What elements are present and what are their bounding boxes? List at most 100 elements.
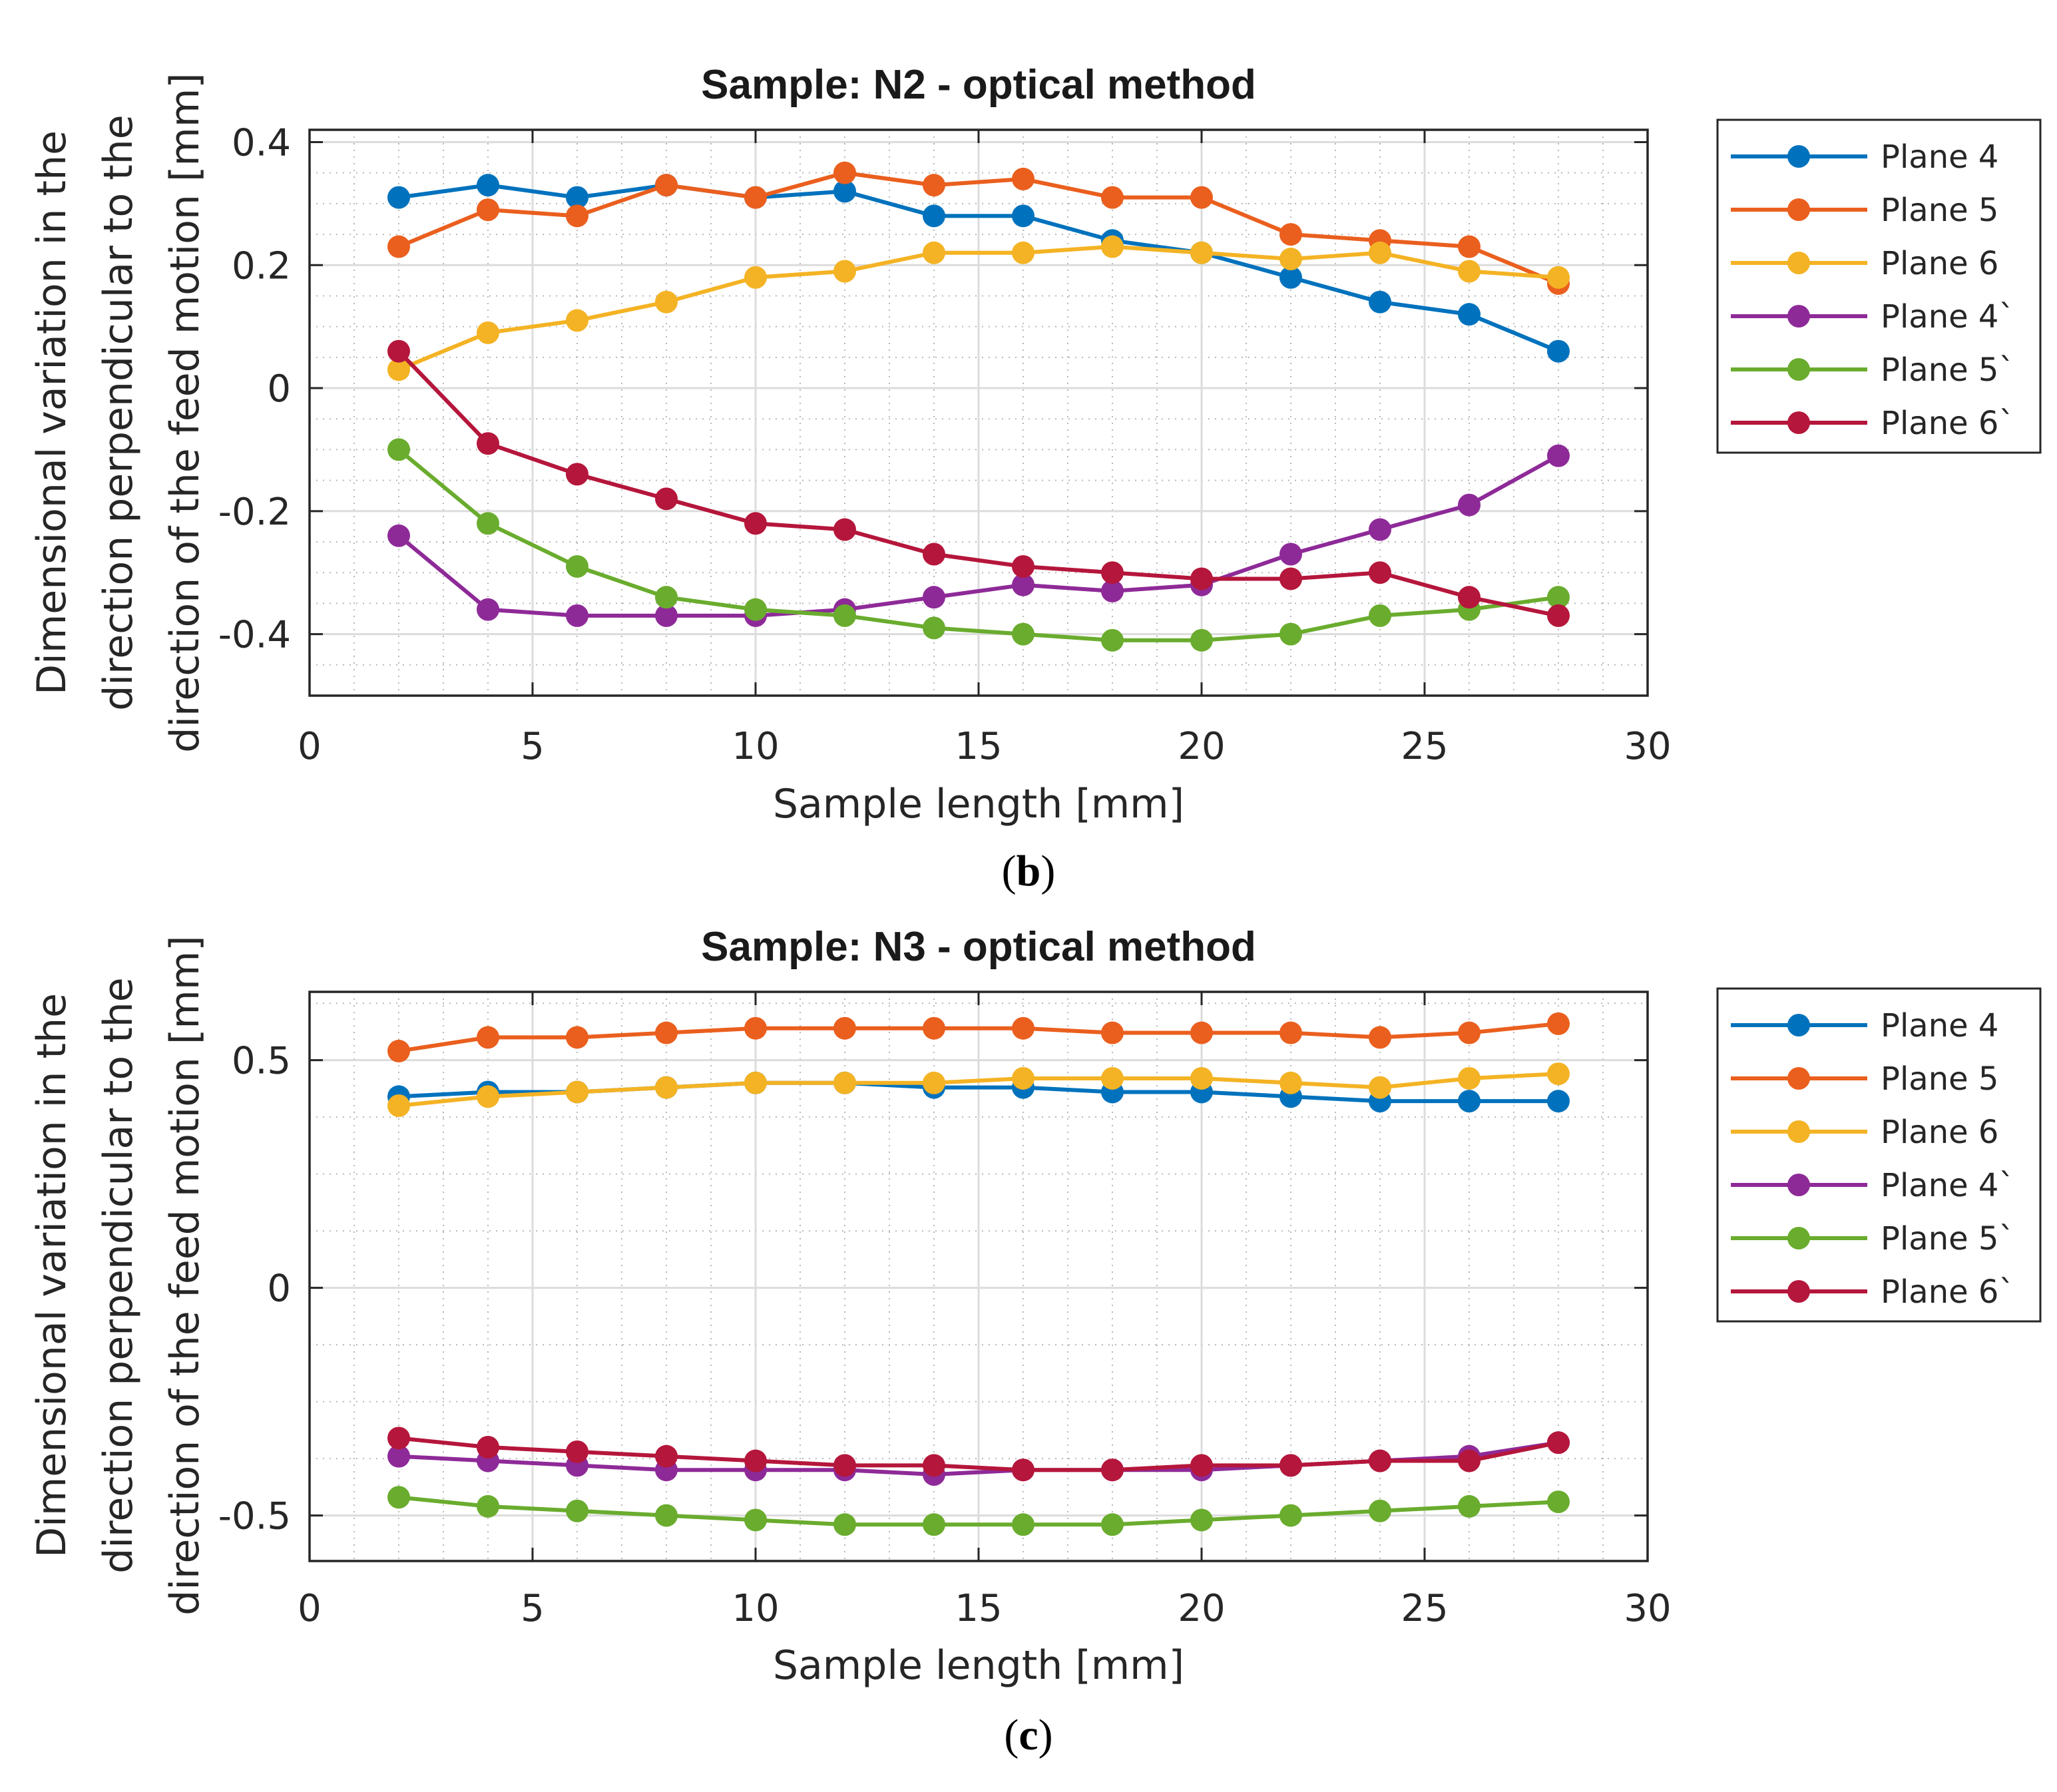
data-point — [744, 1071, 767, 1094]
series-plane-5- — [387, 1486, 1570, 1536]
x-axis-label: Sample length [mm] — [773, 781, 1184, 827]
data-point — [1190, 567, 1213, 590]
data-point — [833, 260, 856, 283]
data-point — [387, 1445, 410, 1468]
data-point — [833, 180, 856, 203]
data-point — [1012, 241, 1034, 264]
data-point — [1101, 1458, 1124, 1482]
data-point — [1012, 204, 1034, 228]
x-tick-label: 30 — [1624, 725, 1671, 768]
data-point — [1547, 339, 1570, 363]
data-point — [833, 161, 856, 184]
x-tick-label: 30 — [1624, 1587, 1671, 1630]
chart-1: 0 5 10 15 20 25 30 -0.4 -0.2 0 0.2 0.4 Sample: N2 - … — [29, 62, 2042, 895]
data-point — [1547, 1431, 1570, 1455]
data-point — [1458, 235, 1481, 258]
data-point — [1101, 1066, 1124, 1090]
series-line — [397, 244, 1559, 372]
data-point — [566, 463, 588, 486]
data-point — [1547, 1490, 1570, 1514]
data-point — [1369, 1499, 1391, 1522]
chart-2: 0 5 10 15 20 25 30 -0.5 0 0.5 Sample: N3 - optical… — [29, 924, 2042, 1759]
data-point — [923, 616, 945, 640]
data-point — [655, 604, 678, 627]
x-tick-label: 5 — [521, 725, 545, 768]
legend-label: Plane 6 — [1881, 245, 1998, 282]
data-point — [833, 518, 856, 541]
series-line — [397, 448, 1559, 642]
x-tick-label: 20 — [1178, 1587, 1225, 1630]
series-line — [398, 1495, 1559, 1527]
data-point — [1547, 586, 1570, 609]
data-point — [655, 174, 678, 197]
data-point — [1279, 567, 1302, 590]
legend-marker — [1787, 145, 1810, 168]
data-point — [923, 1454, 945, 1477]
data-point — [1190, 1066, 1213, 1090]
data-point — [1458, 586, 1481, 609]
y-axis-label-line: direction of the feed motion [mm] — [162, 935, 208, 1615]
data-point — [1369, 241, 1391, 264]
data-point — [1012, 167, 1034, 190]
data-point — [477, 1026, 499, 1049]
data-point — [1279, 543, 1302, 566]
chart-title: Sample: N2 - optical method — [701, 62, 1256, 108]
data-point — [744, 512, 767, 535]
y-tick-label: 0.2 — [232, 244, 291, 288]
data-point — [1101, 561, 1124, 584]
tick-marks — [308, 992, 1649, 1561]
legend: Plane 4 Plane 5 Plane 6 Plane 4` Plane 5` Pla… — [1716, 987, 2042, 1323]
data-point — [566, 604, 588, 627]
data-point — [833, 1016, 856, 1040]
x-tick-label: 25 — [1401, 1587, 1448, 1630]
data-point — [655, 1076, 678, 1099]
data-point — [566, 204, 588, 228]
series-line — [398, 1021, 1559, 1053]
y-axis-label-line: direction perpendicular to the — [95, 977, 142, 1573]
data-point — [1012, 555, 1034, 578]
data-point — [923, 1016, 945, 1040]
data-point — [1369, 604, 1391, 627]
data-point — [1547, 266, 1570, 289]
data-point — [923, 1513, 945, 1536]
legend-marker — [1787, 1227, 1810, 1249]
data-point — [1190, 241, 1213, 264]
data-point — [1458, 1090, 1481, 1113]
data-point — [1012, 1458, 1034, 1482]
data-point — [1279, 223, 1302, 246]
y-axis-label-line: Dimensional variation in the — [29, 130, 75, 695]
legend: Plane 4 Plane 5 Plane 6 Plane 4` Plane 5` Pla… — [1716, 118, 2042, 454]
data-point — [923, 543, 945, 566]
panel-caption-letter: c — [1019, 1711, 1038, 1759]
data-point — [1279, 266, 1302, 289]
panel-caption: (b) — [1002, 847, 1056, 895]
x-tick-label: 20 — [1178, 725, 1225, 768]
data-point — [387, 339, 410, 363]
data-point — [833, 1071, 856, 1094]
series-plane-5 — [387, 161, 1570, 295]
data-point — [1101, 235, 1124, 258]
data-point — [744, 1016, 767, 1040]
legend-marker — [1787, 1014, 1810, 1036]
data-point — [1369, 518, 1391, 541]
y-axis-label-line: direction of the feed motion [mm] — [162, 73, 208, 752]
y-tick-label: 0 — [267, 1267, 291, 1311]
data-point — [387, 438, 410, 461]
data-point — [1369, 561, 1391, 584]
data-point — [477, 174, 499, 197]
data-point — [1369, 1026, 1391, 1049]
data-point — [744, 1449, 767, 1472]
data-point — [387, 1039, 410, 1062]
y-axis-label-line: direction perpendicular to the — [95, 114, 142, 710]
data-point — [477, 512, 499, 535]
data-point — [1458, 1021, 1481, 1044]
data-point — [387, 524, 410, 547]
data-point — [744, 1508, 767, 1532]
legend-marker — [1787, 1120, 1810, 1143]
data-point — [1279, 622, 1302, 646]
data-point — [387, 1094, 410, 1117]
data-point — [923, 586, 945, 609]
data-point — [1190, 1508, 1213, 1532]
data-point — [387, 358, 410, 381]
data-point — [1458, 1449, 1481, 1472]
